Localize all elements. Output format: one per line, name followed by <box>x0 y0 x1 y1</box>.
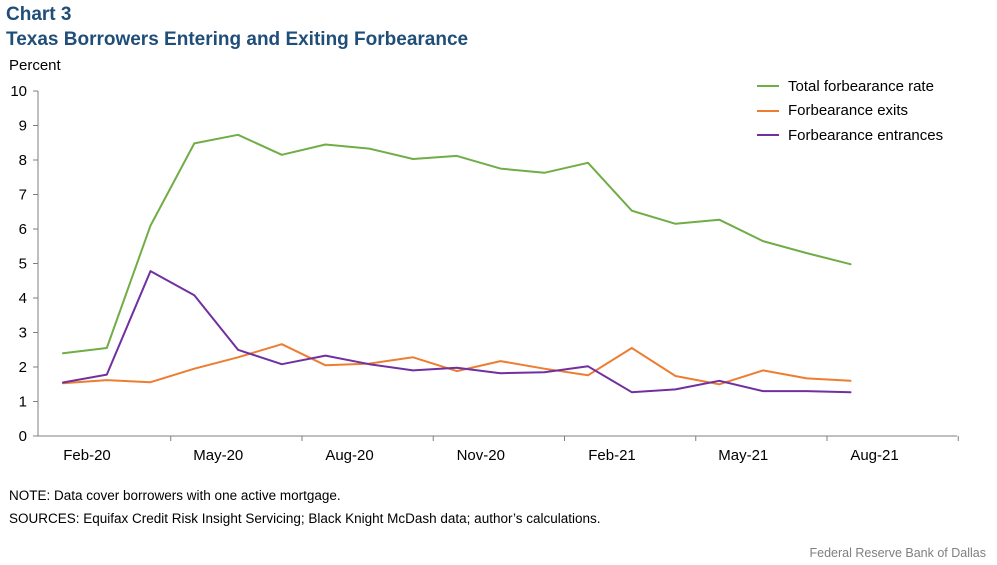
data-point-forbearance-exits <box>762 369 764 372</box>
data-point-forbearance-entrances <box>193 294 196 297</box>
data-point-total-forbearance-rate <box>280 154 283 156</box>
data-point-forbearance-exits <box>718 383 721 386</box>
y-tick-label: 10 <box>10 83 27 100</box>
data-point-forbearance-exits <box>455 370 458 372</box>
y-axis-label: Percent <box>9 57 61 74</box>
data-point-forbearance-entrances <box>849 391 852 393</box>
data-point-forbearance-entrances <box>368 363 371 366</box>
x-tick-label: Aug-20 <box>325 447 373 464</box>
legend-swatch-entrances <box>757 134 779 137</box>
legend-label-exits: Forbearance exits <box>788 102 909 120</box>
data-point-total-forbearance-rate <box>105 347 108 349</box>
data-point-forbearance-entrances <box>149 270 152 272</box>
data-point-total-forbearance-rate <box>805 252 808 254</box>
credit-text: Federal Reserve Bank of Dallas <box>809 546 986 560</box>
y-tick-label: 6 <box>19 221 27 238</box>
sources-text: SOURCES: Equifax Credit Risk Insight Ser… <box>9 511 601 526</box>
legend-swatch-exits <box>757 109 779 112</box>
data-point-forbearance-exits <box>805 377 808 380</box>
series-line-forbearance-entrances <box>62 270 852 394</box>
legend: Total forbearance rate Forbearance exits… <box>757 74 943 148</box>
note-text: NOTE: Data cover borrowers with one acti… <box>9 488 341 503</box>
data-point-total-forbearance-rate <box>587 161 589 164</box>
data-point-forbearance-entrances <box>499 372 502 375</box>
data-point-total-forbearance-rate <box>324 143 327 146</box>
chart-number: Chart 3 <box>6 4 72 25</box>
data-point-total-forbearance-rate <box>630 209 633 212</box>
data-point-forbearance-entrances <box>543 371 546 373</box>
data-point-forbearance-exits <box>280 343 283 346</box>
data-point-forbearance-exits <box>543 367 546 370</box>
data-point-forbearance-entrances <box>630 391 633 393</box>
data-point-forbearance-entrances <box>674 388 677 391</box>
y-tick-label: 0 <box>19 428 27 445</box>
data-point-forbearance-entrances <box>237 348 239 351</box>
data-point-forbearance-exits <box>237 356 239 359</box>
y-tick-label: 9 <box>19 118 27 135</box>
x-tick-label: Feb-21 <box>588 447 636 464</box>
data-point-forbearance-entrances <box>62 381 64 384</box>
y-tick-label: 7 <box>19 187 27 204</box>
data-point-total-forbearance-rate <box>762 240 764 242</box>
data-point-forbearance-exits <box>105 379 108 381</box>
legend-label-entrances: Forbearance entrances <box>788 126 944 144</box>
data-point-forbearance-entrances <box>805 390 808 392</box>
data-point-forbearance-exits <box>630 347 633 349</box>
data-point-forbearance-exits <box>674 375 677 377</box>
data-point-total-forbearance-rate <box>193 142 196 145</box>
legend-swatch-total <box>757 85 779 88</box>
series-line-forbearance-exits <box>62 343 852 386</box>
y-tick-label: 1 <box>19 394 27 411</box>
x-tick-label: May-21 <box>718 447 768 464</box>
y-tick-label: 4 <box>19 290 27 307</box>
y-tick-label: 8 <box>19 152 27 169</box>
y-tick-label: 2 <box>19 359 27 376</box>
x-tick-label: Aug-21 <box>850 447 898 464</box>
series-line-total-forbearance-rate <box>62 133 852 355</box>
data-point-forbearance-exits <box>849 380 852 382</box>
data-point-forbearance-entrances <box>762 390 764 392</box>
data-point-total-forbearance-rate <box>368 147 371 150</box>
data-point-forbearance-exits <box>587 374 589 377</box>
data-point-forbearance-exits <box>499 360 502 362</box>
data-point-total-forbearance-rate <box>674 223 677 225</box>
data-point-forbearance-exits <box>324 364 327 367</box>
chart-title: Texas Borrowers Entering and Exiting For… <box>6 29 469 50</box>
data-point-forbearance-exits <box>412 356 414 359</box>
data-point-total-forbearance-rate <box>499 167 502 170</box>
data-point-total-forbearance-rate <box>149 224 152 227</box>
legend-item-entrances: Forbearance entrances <box>757 123 943 148</box>
data-point-total-forbearance-rate <box>455 155 458 157</box>
data-point-forbearance-entrances <box>455 366 458 369</box>
data-point-forbearance-entrances <box>105 373 108 376</box>
data-point-total-forbearance-rate <box>237 134 239 136</box>
data-point-forbearance-entrances <box>412 369 414 372</box>
x-tick-label: May-20 <box>193 447 243 464</box>
legend-item-exits: Forbearance exits <box>757 99 943 124</box>
data-point-forbearance-exits <box>193 367 196 370</box>
data-point-forbearance-entrances <box>280 363 283 366</box>
data-point-forbearance-entrances <box>718 380 721 382</box>
data-point-forbearance-entrances <box>587 365 589 368</box>
data-point-forbearance-exits <box>149 381 152 383</box>
y-tick-label: 3 <box>19 325 27 342</box>
data-point-total-forbearance-rate <box>543 171 546 174</box>
data-point-forbearance-entrances <box>324 354 327 357</box>
data-point-total-forbearance-rate <box>412 158 414 160</box>
y-tick-label: 5 <box>19 256 27 273</box>
x-tick-label: Feb-20 <box>63 447 111 464</box>
data-point-total-forbearance-rate <box>849 263 852 265</box>
x-tick-label: Nov-20 <box>457 447 505 464</box>
data-point-total-forbearance-rate <box>718 218 721 221</box>
legend-item-total: Total forbearance rate <box>757 74 943 99</box>
legend-label-total: Total forbearance rate <box>788 77 934 95</box>
data-point-total-forbearance-rate <box>62 352 64 355</box>
